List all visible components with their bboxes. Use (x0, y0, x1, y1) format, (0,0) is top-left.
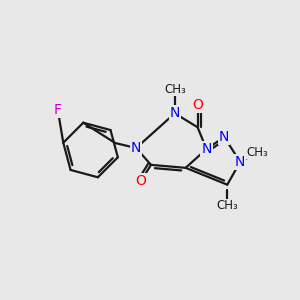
Text: N: N (131, 141, 141, 155)
Text: O: O (136, 174, 146, 188)
Text: CH₃: CH₃ (246, 146, 268, 159)
Text: O: O (192, 98, 203, 112)
Text: CH₃: CH₃ (216, 200, 238, 212)
Text: F: F (54, 103, 62, 117)
Text: N: N (201, 142, 212, 156)
Text: CH₃: CH₃ (164, 82, 186, 96)
Text: N: N (235, 155, 245, 169)
Text: N: N (219, 130, 230, 144)
Text: N: N (169, 106, 180, 120)
